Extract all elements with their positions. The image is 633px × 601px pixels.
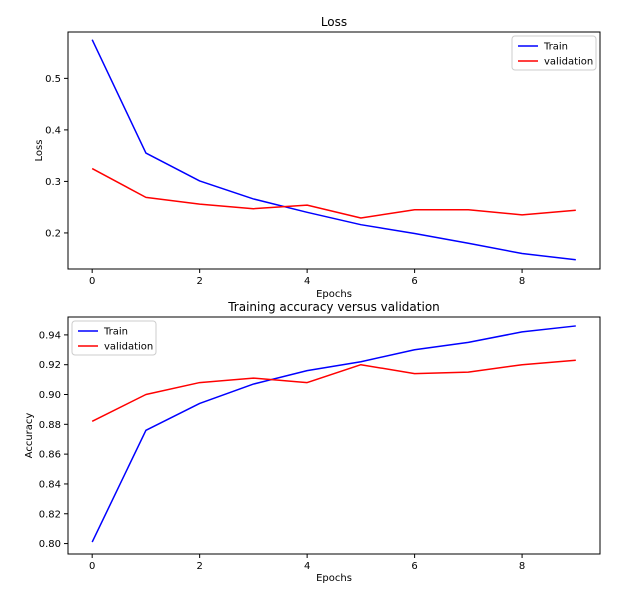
loss-chart: Loss 0 2 4 6 8 0.2 0.3 0.4 0.5 Epochs Loss Trai… <box>34 15 601 300</box>
loss-y-axis: 0.2 0.3 0.4 0.5 <box>45 74 68 239</box>
accuracy-x-tick-label: 2 <box>196 561 202 572</box>
accuracy-y-tick-label: 0.92 <box>39 360 61 371</box>
accuracy-y-tick-label: 0.86 <box>39 450 61 461</box>
loss-plot-area <box>67 31 601 270</box>
loss-x-axis: 0 2 4 6 8 <box>89 269 525 287</box>
loss-y-tick-label: 0.5 <box>45 74 61 85</box>
accuracy-y-tick-label: 0.94 <box>39 330 61 341</box>
loss-y-tick-label: 0.4 <box>45 125 61 136</box>
accuracy-y-tick-label: 0.82 <box>39 509 61 520</box>
loss-validation-line <box>91 167 576 219</box>
accuracy-y-axis-label: Accuracy <box>24 413 35 459</box>
accuracy-x-tick-label: 0 <box>89 561 95 572</box>
loss-y-tick-label: 0.2 <box>45 228 61 239</box>
loss-legend: Train validation <box>511 35 597 71</box>
loss-series-lines <box>91 39 576 261</box>
accuracy-train-line <box>91 325 576 543</box>
loss-y-axis-label: Loss <box>34 140 45 162</box>
accuracy-y-tick-label: 0.88 <box>39 420 61 431</box>
accuracy-y-axis: 0.80 0.82 0.84 0.86 0.88 0.90 0.92 0.94 <box>39 330 68 550</box>
loss-x-tick-label: 0 <box>89 276 95 287</box>
loss-x-tick-label: 6 <box>411 276 417 287</box>
accuracy-x-tick-label: 8 <box>519 561 525 572</box>
accuracy-chart: Training accuracy versus validation 0 2 4 6… <box>24 300 601 584</box>
loss-legend-train-label: Train <box>543 42 568 53</box>
accuracy-x-tick-label: 6 <box>411 561 417 572</box>
accuracy-x-axis-label: Epochs <box>316 573 352 584</box>
accuracy-legend-train-label: Train <box>103 327 128 338</box>
loss-y-tick-label: 0.3 <box>45 177 61 188</box>
accuracy-y-tick-label: 0.80 <box>39 539 61 550</box>
accuracy-validation-line <box>91 359 576 423</box>
loss-x-tick-label: 4 <box>304 276 310 287</box>
accuracy-series-lines <box>91 325 576 543</box>
accuracy-plot-area <box>67 316 601 555</box>
loss-x-axis-label: Epochs <box>316 289 352 300</box>
accuracy-x-tick-label: 4 <box>304 561 310 572</box>
loss-legend-validation-label: validation <box>544 57 593 68</box>
loss-train-line <box>91 39 576 261</box>
accuracy-y-tick-label: 0.84 <box>39 479 61 490</box>
accuracy-x-axis: 0 2 4 6 8 <box>89 554 525 572</box>
accuracy-chart-title: Training accuracy versus validation <box>227 300 440 314</box>
accuracy-legend-validation-label: validation <box>104 342 153 353</box>
accuracy-y-tick-label: 0.90 <box>39 390 61 401</box>
loss-chart-title: Loss <box>321 15 347 29</box>
loss-x-tick-label: 2 <box>196 276 202 287</box>
accuracy-legend: Train validation <box>71 320 157 356</box>
loss-x-tick-label: 8 <box>519 276 525 287</box>
